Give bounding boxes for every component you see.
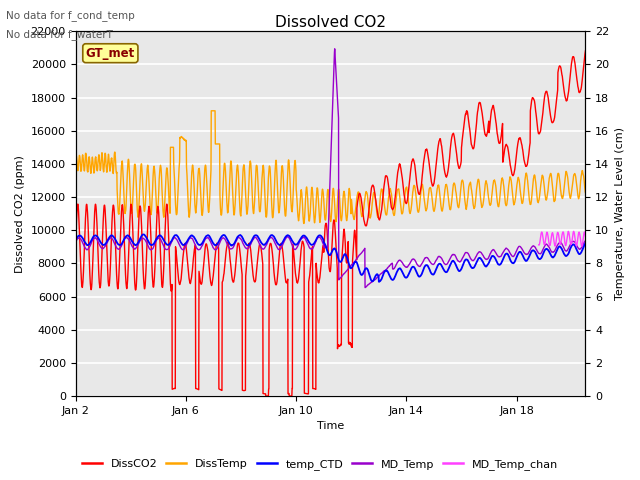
Y-axis label: Dissolved CO2 (ppm): Dissolved CO2 (ppm): [15, 155, 25, 273]
Text: No data for f_waterT: No data for f_waterT: [6, 29, 113, 40]
Legend: DissCO2, DissTemp, temp_CTD, MD_Temp, MD_Temp_chan: DissCO2, DissTemp, temp_CTD, MD_Temp, MD…: [77, 455, 563, 474]
Text: GT_met: GT_met: [86, 47, 135, 60]
Text: No data for f_cond_temp: No data for f_cond_temp: [6, 10, 135, 21]
Title: Dissolved CO2: Dissolved CO2: [275, 15, 386, 30]
X-axis label: Time: Time: [317, 421, 344, 432]
Y-axis label: Temperature, Water Level (cm): Temperature, Water Level (cm): [615, 127, 625, 300]
